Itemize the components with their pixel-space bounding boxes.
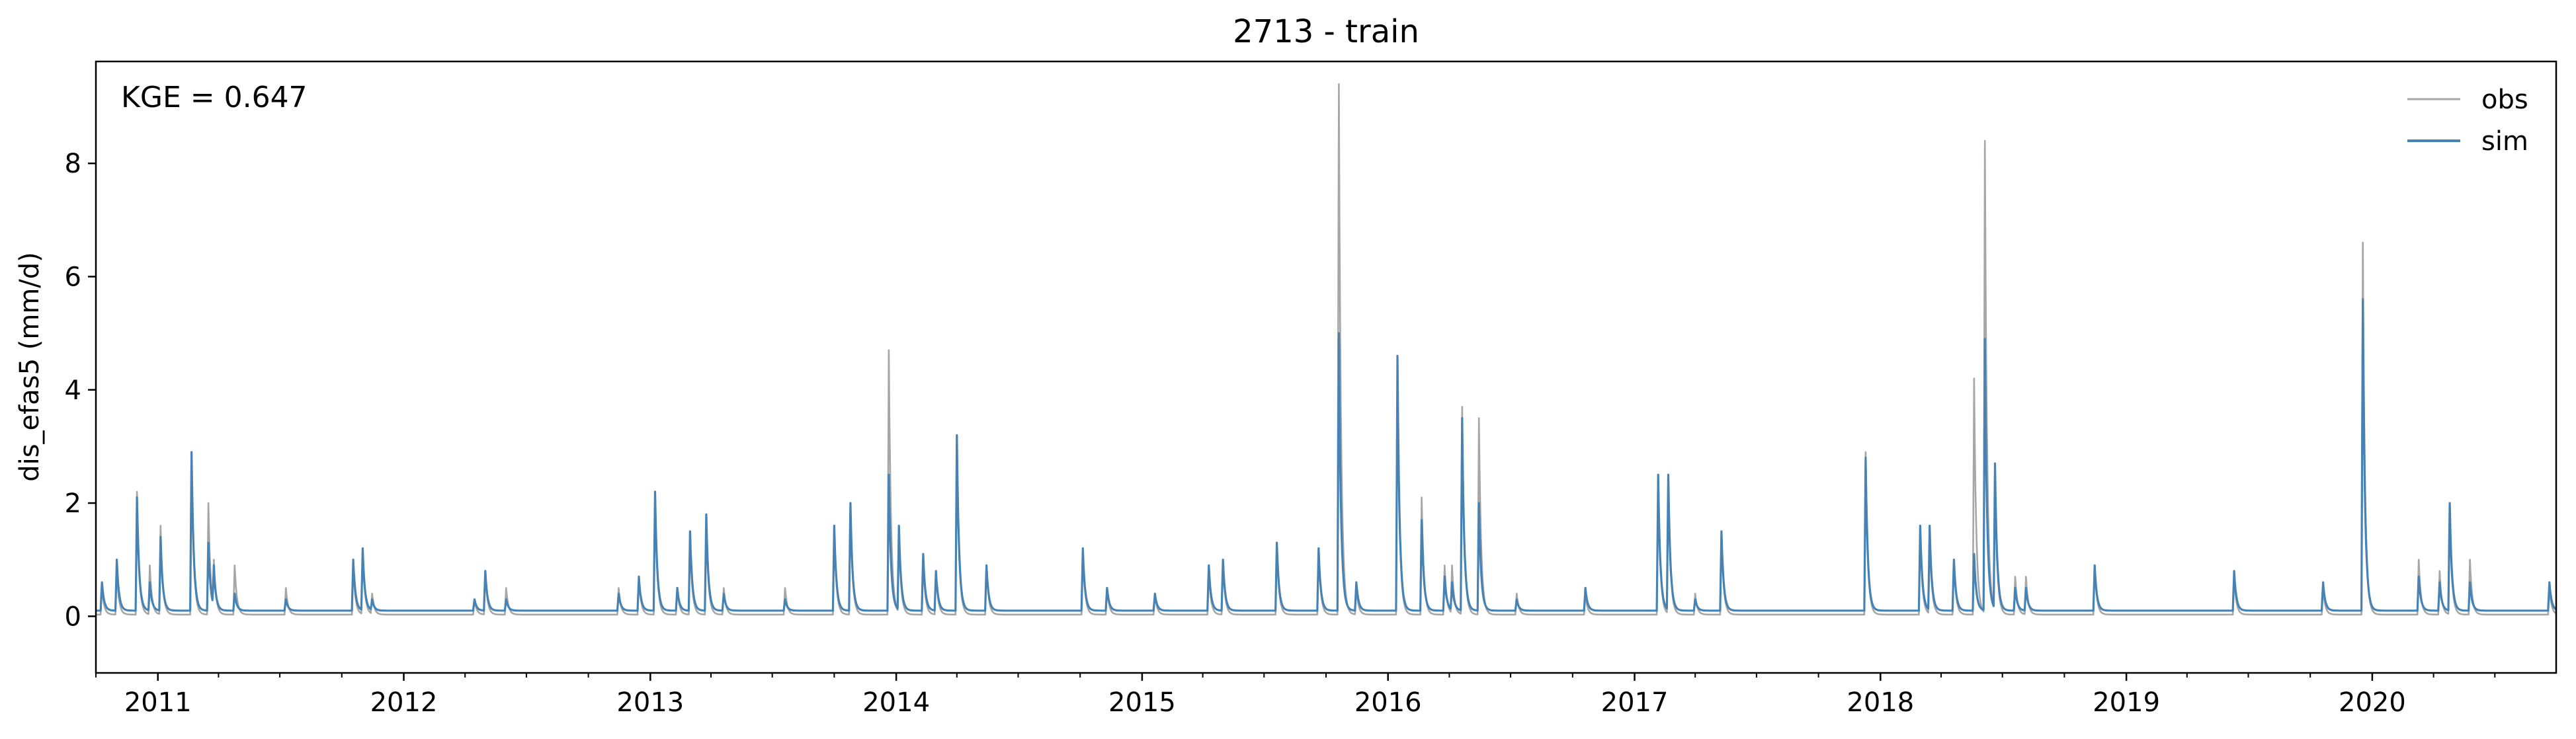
y-tick-label: 4 (65, 375, 81, 406)
y-tick-label: 8 (65, 149, 81, 179)
legend: obs sim (2407, 85, 2528, 157)
kge-annotation: KGE = 0.647 (121, 81, 308, 114)
x-tick-label: 2015 (1108, 687, 1176, 718)
series-sim (95, 298, 2557, 612)
series-obs (95, 83, 2557, 616)
x-tick-label: 2018 (1847, 687, 1914, 718)
y-tick-label: 6 (65, 262, 81, 292)
x-tick-label: 2017 (1601, 687, 1669, 718)
x-tick-label: 2011 (124, 687, 192, 718)
x-tick-label: 2013 (616, 687, 684, 718)
y-tick-label: 2 (65, 488, 81, 519)
x-tick-label: 2019 (2093, 687, 2160, 718)
x-tick-label: 2020 (2339, 687, 2406, 718)
legend-label-obs: obs (2481, 85, 2528, 115)
x-tick-label: 2012 (370, 687, 438, 718)
y-axis: 0 2 4 6 8 (65, 149, 96, 632)
plot-area (95, 83, 2557, 616)
x-tick-label: 2016 (1354, 687, 1422, 718)
y-axis-label: dis_efas5 (mm/d) (15, 252, 45, 482)
series-line-obs (95, 83, 2557, 616)
chart-title: 2713 - train (1233, 13, 1419, 50)
x-axis: 2011 2012 2013 2014 2015 2016 2017 2018 2019 2020 (95, 673, 2496, 718)
x-tick-label: 2014 (862, 687, 930, 718)
y-tick-label: 0 (65, 602, 81, 632)
series-line-sim (95, 298, 2557, 612)
legend-label-sim: sim (2481, 126, 2528, 157)
